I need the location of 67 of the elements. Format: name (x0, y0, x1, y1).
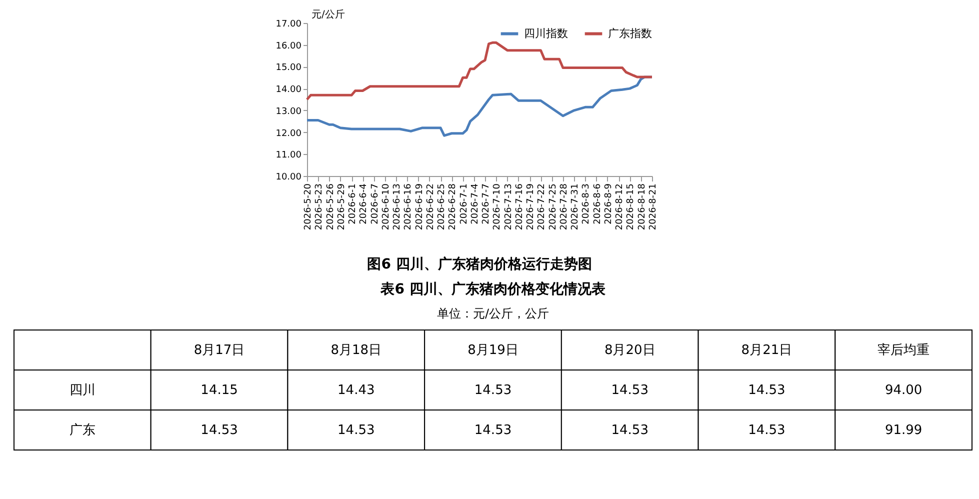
y-tick-label: 13.00 (276, 106, 302, 117)
data-label: 14.53 (474, 423, 512, 438)
y-tick-label: 10.00 (276, 172, 302, 182)
x-tick-label: 2026-6-25 (437, 184, 448, 230)
text: 广东 (69, 423, 96, 438)
x-tick-label: 2026-6-19 (414, 183, 425, 230)
legend-label: 四川指数 (524, 26, 568, 40)
data-label: 14.53 (748, 423, 786, 438)
x-tick-label: 2026-7-7 (482, 184, 492, 224)
x-tick-label: 2026-5-26 (326, 183, 336, 230)
category-label: 8月21日 (741, 343, 792, 358)
data-label: 14.53 (200, 423, 238, 438)
text: 单位：元/公斤，公斤 (436, 306, 550, 320)
x-tick-label: 2026-6-7 (370, 184, 380, 224)
text: 表6 四川、广东猪肉价格变化情况表 (380, 280, 606, 298)
x-tick-label: 2026-6-1 (348, 184, 358, 224)
x-tick-label: 2026-7-25 (548, 184, 558, 230)
data-label: 14.53 (748, 383, 786, 398)
line-series (306, 41, 654, 101)
x-tick-label: 2026-5-29 (336, 183, 347, 230)
data-label: 14.53 (338, 423, 375, 438)
y-axis-title: 元/公斤 (312, 8, 345, 20)
x-tick-label: 2026-8-15 (626, 184, 636, 230)
y-tick-label: 11.00 (276, 150, 302, 161)
x-tick-label: 2026-6-22 (426, 184, 436, 230)
data-label: 94.00 (884, 383, 922, 398)
y-tick-label: 14.00 (276, 85, 302, 96)
text: 四川 (69, 383, 96, 398)
category-label: 宰后均重 (878, 342, 930, 358)
x-tick-label: 2026-7-28 (559, 183, 570, 230)
x-tick-label: 2026-7-1 (459, 184, 470, 224)
data-label: 14.53 (474, 383, 512, 398)
x-tick-label: 2026-8-18 (637, 183, 648, 230)
legend-label: 广东指数 (608, 26, 652, 40)
x-tick-label: 2026-6-10 (381, 183, 392, 230)
x-tick-label: 2026-7-19 (526, 183, 536, 230)
x-tick-label: 2026-7-13 (504, 184, 514, 230)
x-tick-label: 2026-8-3 (582, 184, 592, 224)
x-tick-label: 2026-5-20 (304, 183, 314, 230)
data-label: 14.43 (338, 383, 375, 398)
category-label: 8月17日 (194, 343, 245, 358)
data-label: 14.53 (611, 423, 648, 438)
data-label: 14.53 (611, 383, 648, 398)
y-tick-label: 15.00 (276, 63, 302, 74)
category-label: 8月20日 (604, 343, 656, 358)
x-tick-label: 2026-6-4 (359, 183, 370, 224)
x-tick-label: 2026-7-10 (492, 183, 503, 230)
x-tick-label: 2026-6-16 (404, 183, 414, 230)
y-tick-label: 12.00 (276, 128, 302, 139)
y-tick-label: 17.00 (276, 20, 302, 30)
category-label: 8月18日 (330, 343, 382, 358)
text: 图6 四川、广东猪肉价格运行走势图 (367, 256, 592, 273)
x-tick-label: 2026-7-31 (570, 184, 581, 230)
x-tick-label: 2026-8-12 (615, 184, 626, 230)
x-tick-label: 2026-7-4 (470, 183, 480, 224)
category-label: 8月19日 (468, 343, 518, 358)
data-label: 91.99 (884, 423, 922, 438)
x-tick-label: 2026-6-28 (448, 183, 458, 230)
x-tick-label: 2026-8-21 (648, 184, 658, 230)
x-tick-label: 2026-7-16 (514, 183, 525, 230)
data-label: 14.15 (200, 383, 238, 398)
y-tick-label: 16.00 (276, 41, 302, 52)
x-tick-label: 2026-8-9 (604, 183, 614, 224)
x-tick-label: 2026-5-23 (314, 184, 325, 230)
x-tick-label: 2026-6-13 (392, 184, 403, 230)
x-tick-label: 2026-7-22 (537, 184, 548, 230)
x-tick-label: 2026-8-6 (592, 183, 603, 224)
